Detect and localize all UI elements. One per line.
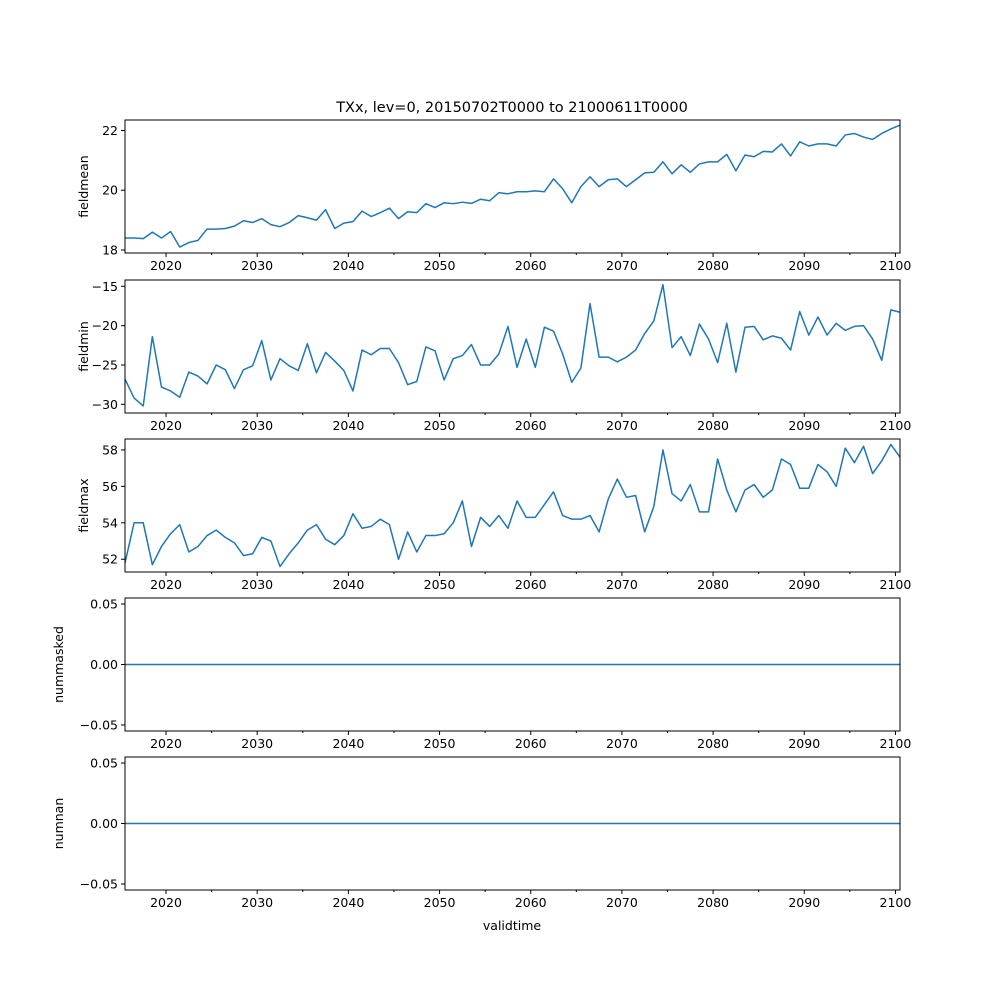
numnan-xtick-label: 2100 [880,895,912,910]
fieldmean-axes-frame [124,119,901,254]
nummasked-xtick-label: 2020 [150,736,182,751]
numnan-ytick-label: 0.05 [90,756,118,771]
nummasked-ytick-label: 0.05 [90,597,118,612]
numnan-y-axis-label: numnan [51,798,66,850]
nummasked-ytick-label: −0.05 [80,717,118,732]
subplots: 18 20 22 2020 2030 2040 2050 2060 2070 2080 2090 21… [51,119,912,910]
nummasked-xtick-label: 2070 [606,736,638,751]
fieldmin-series-line [124,283,901,407]
fieldmean-y-axis-label: fieldmean [76,155,91,217]
fieldmin-xtick-label: 2040 [332,418,364,433]
subplot-numnan: −0.05 0.00 0.05 2020 2030 2040 2050 2060 2070 208… [51,756,911,910]
fieldmean-xtick-label: 2030 [241,258,273,273]
nummasked-xtick-label: 2080 [697,736,729,751]
fieldmin-xtick-label: 2080 [697,418,729,433]
fieldmin-ytick-label: −15 [92,279,118,294]
fieldmin-xtick-label: 2050 [424,418,456,433]
subplot-fieldmin: −30 −25 −20 −15 2020 2030 2040 2050 2060 2070 2080… [76,279,911,433]
fieldmean-xtick-label: 2040 [332,258,364,273]
fieldmin-xtick-label: 2070 [606,418,638,433]
subplot-fieldmean: 18 20 22 2020 2030 2040 2050 2060 2070 2080 2090 21… [76,119,912,273]
fieldmax-ytick-label: 58 [102,442,118,457]
fieldmin-xtick-label: 2090 [788,418,820,433]
numnan-xtick-label: 2090 [788,895,820,910]
fieldmean-ytick-label: 18 [102,243,118,258]
numnan-xtick-label: 2050 [424,895,456,910]
fieldmean-series-line [125,124,901,248]
fieldmean-xtick-label: 2020 [150,258,182,273]
x-axis-label: validtime [483,918,541,933]
fieldmean-xtick-label: 2060 [515,258,547,273]
fieldmax-xtick-label: 2080 [697,577,729,592]
fieldmean-xtick-label: 2080 [697,258,729,273]
fieldmean-ytick-label: 22 [102,123,118,138]
fieldmax-y-axis-label: fieldmax [76,478,91,532]
fieldmax-ytick-label: 52 [102,552,118,567]
fieldmax-xtick-label: 2060 [515,577,547,592]
fieldmean-xtick-label: 2070 [606,258,638,273]
numnan-ytick-label: −0.05 [80,876,118,891]
nummasked-xtick-label: 2030 [241,736,273,751]
fieldmin-ytick-label: −20 [92,318,118,333]
numnan-xtick-label: 2070 [606,895,638,910]
fieldmin-ytick-label: −25 [92,357,118,372]
fieldmax-xtick-label: 2040 [332,577,364,592]
fieldmin-axes-frame [124,279,901,414]
fieldmean-xtick-label: 2050 [424,258,456,273]
fieldmean-xtick-label: 2100 [880,258,912,273]
numnan-xtick-label: 2030 [241,895,273,910]
fieldmax-ytick-label: 56 [102,479,118,494]
fieldmin-xtick-label: 2100 [880,418,912,433]
fieldmax-xtick-label: 2090 [788,577,820,592]
figure-title: TXx, lev=0, 20150702T0000 to 21000611T00… [335,100,688,116]
fieldmean-ytick-label: 20 [102,183,118,198]
fieldmax-axes-frame [124,438,901,573]
fieldmin-y-axis-label: fieldmin [76,321,91,372]
nummasked-xtick-label: 2060 [515,736,547,751]
fieldmin-xtick-label: 2030 [241,418,273,433]
fieldmax-xtick-label: 2050 [424,577,456,592]
fieldmax-xtick-label: 2030 [241,577,273,592]
nummasked-xtick-label: 2050 [424,736,456,751]
fieldmax-xtick-label: 2070 [606,577,638,592]
fieldmin-ytick-label: −30 [92,397,118,412]
subplot-fieldmax: 52 54 56 58 2020 2030 2040 2050 2060 2070 2080 2090… [76,438,912,592]
nummasked-ytick-label: 0.00 [90,657,118,672]
nummasked-y-axis-label: nummasked [51,626,66,703]
numnan-xtick-label: 2080 [697,895,729,910]
fieldmax-ytick-label: 54 [102,515,118,530]
nummasked-xtick-label: 2040 [332,736,364,751]
subplot-nummasked: −0.05 0.00 0.05 2020 2030 2040 2050 2060 2070 208… [51,597,911,751]
numnan-xtick-label: 2040 [332,895,364,910]
fieldmax-xtick-label: 2100 [880,577,912,592]
numnan-ytick-label: 0.00 [90,816,118,831]
fieldmin-xtick-label: 2020 [150,418,182,433]
nummasked-xtick-label: 2090 [788,736,820,751]
nummasked-xtick-label: 2100 [880,736,912,751]
numnan-xtick-label: 2020 [150,895,182,910]
fieldmean-xtick-label: 2090 [788,258,820,273]
fieldmin-xtick-label: 2060 [515,418,547,433]
fieldmax-series-line [124,443,901,568]
fieldmax-xtick-label: 2020 [150,577,182,592]
numnan-xtick-label: 2060 [515,895,547,910]
